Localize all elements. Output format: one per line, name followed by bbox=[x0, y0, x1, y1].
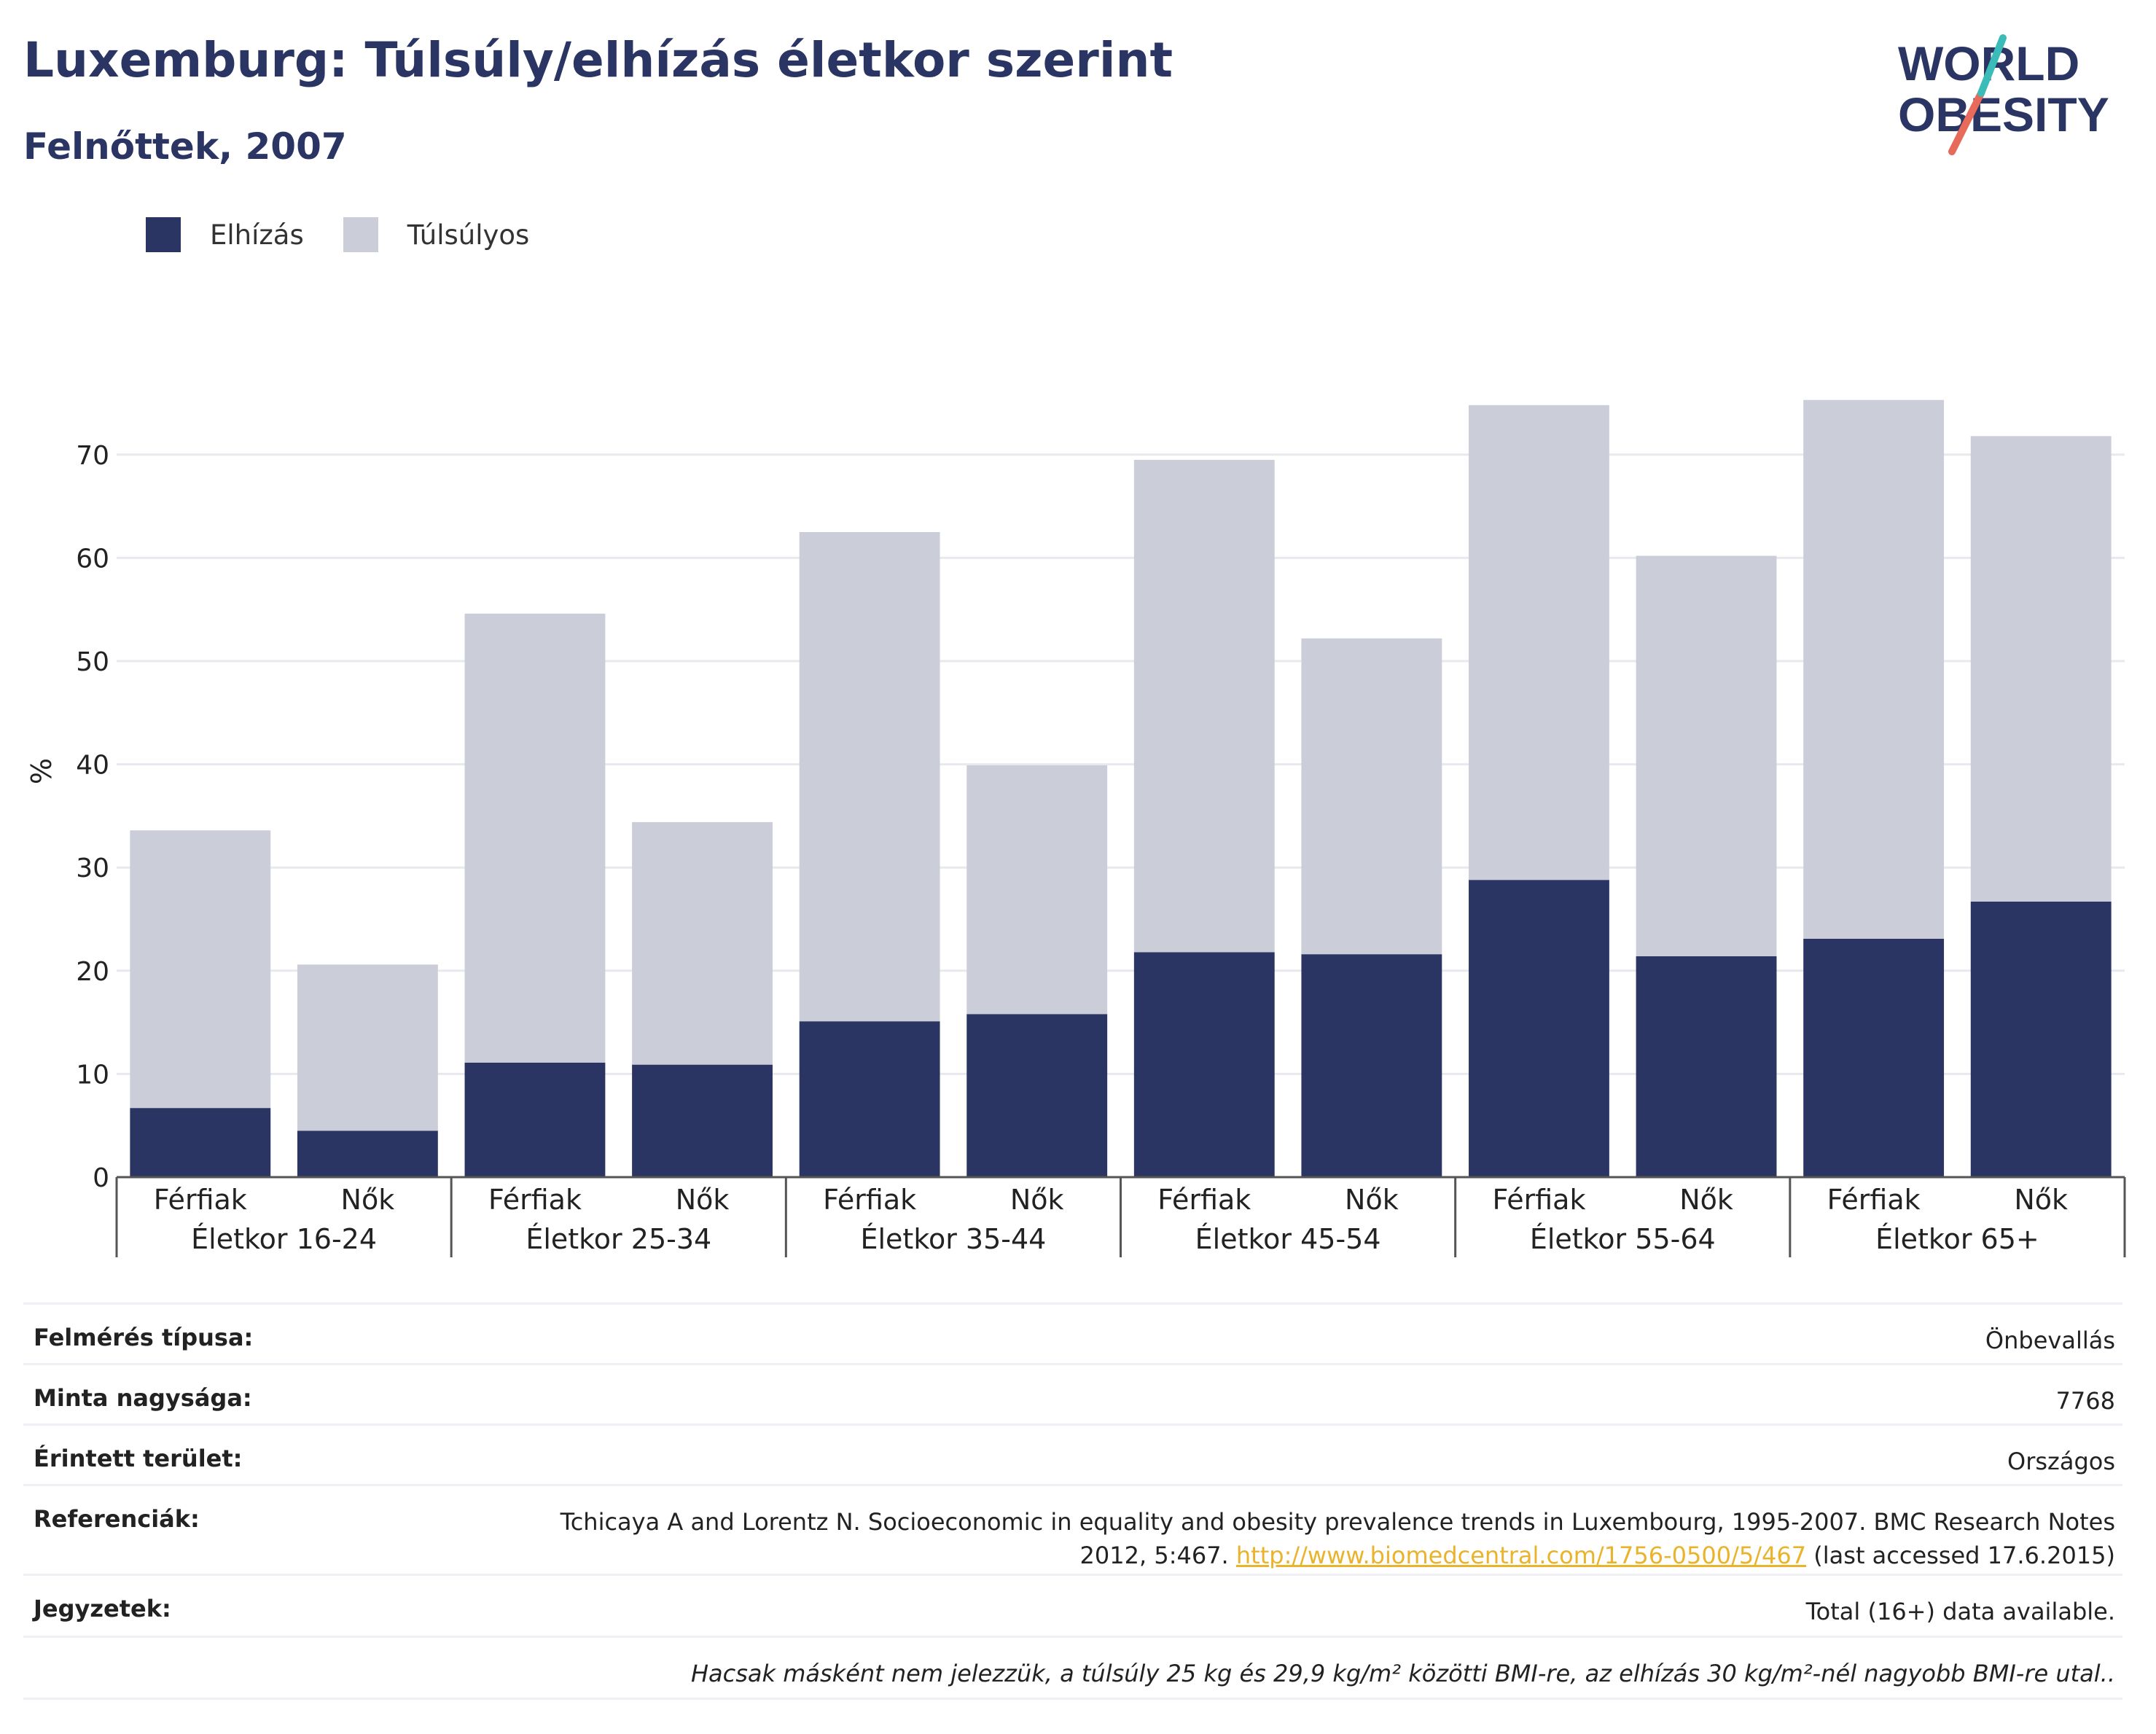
bar-obesity bbox=[1970, 901, 2112, 1177]
legend-item-overweight[interactable]: Túlsúlyos bbox=[343, 217, 530, 252]
group-label: Életkor 55-64 bbox=[1530, 1223, 1716, 1255]
bar-overweight bbox=[1803, 399, 1945, 939]
meta-row-references: Referenciák: Tchicaya A and Lorentz N. S… bbox=[23, 1484, 2122, 1574]
reference-text-1: Tchicaya A and Lorentz N. Socioeconomic … bbox=[560, 1508, 2115, 1536]
x-tick-label: Férfiak bbox=[488, 1184, 582, 1216]
bar-obesity bbox=[130, 1108, 271, 1177]
meta-val-sample-size: 7768 bbox=[2055, 1387, 2115, 1415]
y-axis-label: % bbox=[26, 758, 58, 784]
logo-slash-red bbox=[1948, 90, 1985, 155]
legend-item-obesity[interactable]: Elhízás bbox=[146, 217, 304, 252]
meta-key-sample-size: Minta nagysága: bbox=[34, 1384, 252, 1412]
meta-row-footnote: Hacsak másként nem jelezzük, a túlsúly 2… bbox=[23, 1636, 2122, 1700]
x-tick-label: Férfiak bbox=[1827, 1184, 1921, 1216]
legend-swatch-obesity bbox=[146, 217, 181, 252]
bar-obesity bbox=[966, 1014, 1108, 1177]
y-tick-label: 20 bbox=[76, 957, 109, 987]
bar-obesity bbox=[1469, 880, 1609, 1177]
y-tick-label: 30 bbox=[76, 854, 109, 883]
meta-row-survey-type: Felmérés típusa: Önbevallás bbox=[23, 1303, 2122, 1363]
legend-label-overweight: Túlsúlyos bbox=[407, 219, 530, 251]
bar-overweight bbox=[966, 765, 1108, 1015]
y-tick-label: 60 bbox=[76, 544, 109, 574]
x-tick-label: Férfiak bbox=[154, 1184, 247, 1216]
bar-obesity bbox=[632, 1064, 773, 1177]
chart-legend: Elhízás Túlsúlyos bbox=[146, 217, 569, 252]
x-tick-label: Férfiak bbox=[1492, 1184, 1585, 1216]
meta-key-references: Referenciák: bbox=[34, 1505, 200, 1533]
meta-val-area: Országos bbox=[2007, 1448, 2115, 1475]
meta-val-notes: Total (16+) data available. bbox=[1805, 1598, 2115, 1625]
group-label: Életkor 35-44 bbox=[860, 1223, 1046, 1255]
bar-overweight bbox=[1469, 405, 1609, 880]
y-tick-label: 0 bbox=[93, 1163, 109, 1193]
meta-row-area: Érintett terület: Országos bbox=[23, 1423, 2122, 1484]
y-tick-label: 10 bbox=[76, 1060, 109, 1090]
x-tick-label: Nők bbox=[1679, 1184, 1733, 1216]
legend-label-obesity: Elhízás bbox=[210, 219, 304, 251]
reference-text-3: (last accessed 17.6.2015) bbox=[1813, 1542, 2115, 1569]
bar-obesity bbox=[297, 1130, 438, 1177]
meta-val-references: Tchicaya A and Lorentz N. Socioeconomic … bbox=[561, 1505, 2115, 1572]
bar-overweight bbox=[1636, 555, 1777, 956]
reference-link[interactable]: http://www.biomedcentral.com/1756-0500/5… bbox=[1235, 1542, 1807, 1569]
meta-key-survey-type: Felmérés típusa: bbox=[34, 1324, 254, 1351]
bar-overweight bbox=[1301, 638, 1442, 955]
meta-row-notes: Jegyzetek: Total (16+) data available. bbox=[23, 1574, 2122, 1636]
reference-text-2: 2012, 5:467. bbox=[1079, 1542, 1229, 1569]
x-tick-label: Nők bbox=[1010, 1184, 1064, 1216]
bar-obesity bbox=[1301, 954, 1442, 1177]
bar-obesity bbox=[799, 1021, 940, 1177]
group-label: Életkor 65+ bbox=[1875, 1223, 2039, 1255]
bar-overweight bbox=[464, 613, 606, 1063]
x-tick-label: Nők bbox=[341, 1184, 395, 1216]
chart-title: Luxemburg: Túlsúly/elhízás életkor szeri… bbox=[23, 32, 1173, 88]
bar-overweight bbox=[130, 830, 271, 1109]
bar-overweight bbox=[799, 532, 940, 1022]
bar-overweight bbox=[1133, 459, 1275, 953]
bar-obesity bbox=[1133, 952, 1275, 1177]
meta-key-notes: Jegyzetek: bbox=[34, 1595, 171, 1622]
y-tick-label: 40 bbox=[76, 751, 109, 781]
y-tick-label: 50 bbox=[76, 647, 109, 677]
logo-line2: OBESITY bbox=[1898, 87, 2109, 141]
y-tick-label: 70 bbox=[76, 441, 109, 471]
bar-obesity bbox=[464, 1062, 606, 1177]
bar-overweight bbox=[297, 964, 438, 1131]
metadata-table: Felmérés típusa: Önbevallás Minta nagysá… bbox=[23, 1303, 2122, 1700]
stacked-bar-chart: 0 10 20 30 40 50 60 70% Férfiak Nők Férfiak Nők Férf… bbox=[26, 399, 2126, 1257]
meta-val-survey-type: Önbevallás bbox=[1985, 1327, 2115, 1354]
meta-key-area: Érintett terület: bbox=[34, 1445, 243, 1472]
x-tick-label: Nők bbox=[1345, 1184, 1399, 1216]
x-tick-label: Férfiak bbox=[823, 1184, 916, 1216]
footnote: Hacsak másként nem jelezzük, a túlsúly 2… bbox=[690, 1660, 2115, 1687]
group-label: Életkor 25-34 bbox=[526, 1223, 711, 1255]
x-tick-label: Nők bbox=[2014, 1184, 2068, 1216]
group-label: Életkor 16-24 bbox=[191, 1223, 377, 1255]
legend-swatch-overweight bbox=[343, 217, 378, 252]
chart-subtitle: Felnőttek, 2007 bbox=[23, 125, 347, 168]
world-obesity-logo: WORLD OBESITY bbox=[1898, 34, 2109, 155]
bar-overweight bbox=[1970, 436, 2112, 902]
logo-slash-teal bbox=[1977, 34, 2007, 97]
x-tick-label: Nők bbox=[676, 1184, 730, 1216]
meta-row-sample-size: Minta nagysága: 7768 bbox=[23, 1363, 2122, 1423]
bar-obesity bbox=[1803, 938, 1945, 1177]
group-label: Életkor 45-54 bbox=[1195, 1223, 1381, 1255]
bar-obesity bbox=[1636, 956, 1777, 1177]
x-tick-label: Férfiak bbox=[1157, 1184, 1251, 1216]
bar-overweight bbox=[632, 821, 773, 1065]
